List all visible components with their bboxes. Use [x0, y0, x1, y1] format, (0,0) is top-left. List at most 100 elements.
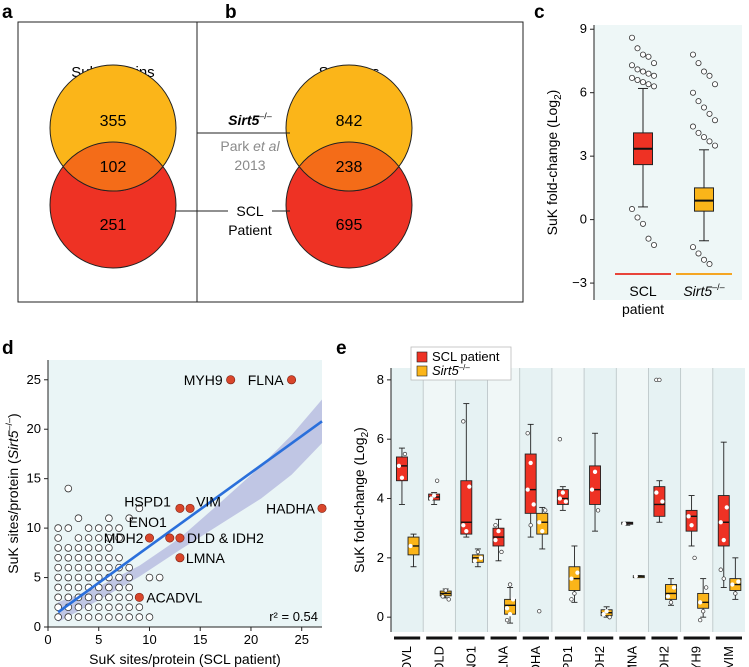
panel-d-point [105, 583, 113, 592]
panel-e-point [572, 591, 577, 596]
panel-d-highlight-point [226, 375, 236, 385]
panel-d-point [125, 563, 133, 572]
panel-e-box-scl-myh9 [685, 495, 698, 560]
panel-e-box-body [460, 480, 473, 535]
panel-d-point [84, 613, 93, 621]
panel-e-point [724, 505, 729, 510]
panel-d-point-label: ACADVL [146, 589, 202, 605]
panel-d-point [84, 593, 93, 602]
panel-c-outlier [651, 72, 658, 79]
panel-c-outlier [712, 117, 719, 124]
panel-d-point [54, 534, 62, 542]
panel-d-point [84, 573, 93, 582]
panel-d-y-axis-label: SuK sites/protein (Sirt5–/–) [4, 413, 21, 573]
panel-e-point [475, 549, 481, 555]
panel-e-box-body [697, 592, 710, 609]
panel-e-point [665, 594, 671, 599]
panel-e-point [557, 496, 563, 501]
panel-e-category-label-idh2: IDH2 [592, 646, 607, 667]
panel-c-box-group-1 [629, 34, 658, 248]
scl-label-line1: SCL [236, 203, 263, 219]
panel-e-box-scl-mdh2 [653, 377, 666, 523]
panel-e-box-sirt5-vim [729, 557, 742, 600]
panel-c-outlier [629, 62, 636, 69]
panel-c-outlier [640, 51, 647, 58]
panel-d-point [64, 583, 73, 592]
panel-d-point [64, 573, 73, 582]
panel-c-outlier [712, 142, 719, 149]
panel-d-point-label: LMNA [186, 550, 226, 566]
panel-d-point [125, 583, 133, 592]
panel-e-legend-swatch-scl [416, 351, 428, 363]
panel-c-box-group-2 [690, 51, 719, 268]
panel-d-point [94, 553, 103, 562]
panel-d-point-label: MYH9 [184, 372, 223, 388]
panel-c-outlier [645, 70, 652, 77]
panel-label-d: d [2, 338, 14, 359]
panel-e-category-label-acadvl: ACADVL [399, 646, 414, 667]
panel-c-outlier [634, 45, 641, 52]
panel-d-highlight-point [185, 503, 195, 513]
panel-e-ytick-label: 2 [377, 550, 384, 565]
panel-d-point [155, 573, 164, 582]
panel-d-point [105, 563, 113, 572]
panel-c-outlier [651, 83, 658, 90]
panel-e-point [507, 612, 513, 617]
panel-d-point [115, 553, 123, 562]
venn-a-overlap [62, 141, 164, 192]
panel-d-point [74, 563, 83, 572]
panel-e-box-sirt5-hadha [536, 506, 549, 614]
panel-d-point [135, 504, 144, 513]
panel-d-ytick-label: 20 [27, 421, 41, 436]
panel-d-ytick-label: 0 [34, 619, 41, 634]
panel-e-box-sirt5-hspd1 [568, 545, 581, 603]
panel-d-point [125, 514, 133, 523]
panel-d-point [115, 593, 123, 602]
panel-d-point [115, 573, 123, 582]
panel-d-point [64, 553, 73, 562]
panel-d-point [94, 563, 103, 572]
panel-d-highlight-point [175, 533, 185, 543]
panel-c-outlier [690, 51, 697, 58]
panel-d-point [105, 603, 113, 612]
venn-a-circles [49, 64, 177, 269]
panel-e-point [408, 543, 413, 549]
panel-c-outlier [645, 235, 652, 242]
panel-d-point [105, 524, 113, 532]
venn-b-overlap [298, 141, 400, 192]
panel-d-point [115, 524, 123, 532]
panel-e-box-sirt5-flna [504, 582, 517, 624]
panel-c-outlier [640, 68, 647, 75]
panel-e-box-body [717, 495, 730, 547]
panel-e-box-sirt5-mdh2 [665, 578, 677, 606]
panel-e-box-body [685, 509, 698, 532]
panel-c-outlier [706, 138, 713, 145]
panel-e-point [461, 523, 466, 528]
panel-c-outlier [712, 81, 719, 88]
panel-e-box-scl-dld [428, 478, 441, 505]
panel-label-e: e [336, 338, 347, 359]
venn-b-overlap-count: 238 [336, 159, 363, 176]
panel-d-point [64, 563, 73, 572]
panel-e-point [601, 612, 606, 617]
panel-e-point [434, 478, 440, 483]
panel-e-point [575, 570, 580, 575]
panel-e-y-axis-label: SuK fold-change (Log2) [351, 427, 371, 573]
panel-e-category-label-dld: DLD [431, 646, 446, 667]
panel-e-point [595, 508, 601, 513]
panel-e-legend-frame [410, 346, 512, 381]
panel-c-outlier [640, 220, 647, 227]
panel-e-box-scl-hadha [524, 423, 537, 538]
panel-e-point [478, 555, 484, 560]
venn-b-circles [285, 64, 413, 269]
panel-e-point [698, 617, 703, 623]
panel-d-point-label: HSPD1 [124, 493, 171, 509]
panel-e-point [540, 528, 545, 534]
panel-c-outlier [701, 134, 708, 141]
panel-d-point [105, 593, 113, 602]
panel-e-ytick-label: 0 [377, 609, 384, 624]
panel-e-point [721, 576, 726, 581]
panel-e-box-sirt5-dld [439, 588, 452, 602]
panel-d-point [74, 583, 83, 592]
panel-e-point [733, 591, 738, 596]
